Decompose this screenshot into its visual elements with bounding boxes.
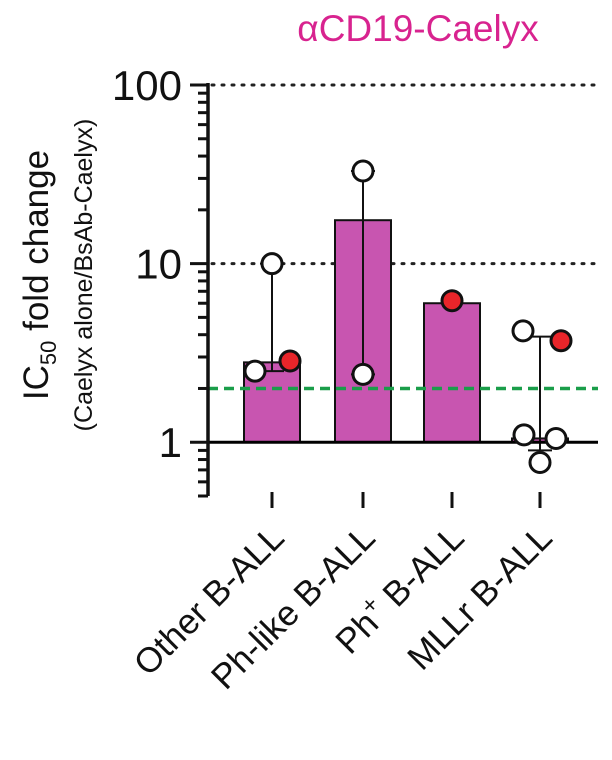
chart-title: αCD19-Caelyx — [297, 8, 539, 49]
data-point-0-0 — [260, 252, 284, 276]
bar-2 — [423, 302, 481, 444]
data-point-3-2 — [544, 426, 568, 450]
y-tick-label-100: 100 — [112, 62, 182, 109]
data-point-0-2 — [278, 349, 302, 373]
data-point-3-3 — [528, 451, 552, 475]
data-point-3-0 — [511, 319, 535, 343]
data-point-3-1 — [512, 423, 536, 447]
data-point-3-4 — [549, 329, 573, 353]
data-point-2-0 — [440, 289, 464, 313]
data-point-1-1 — [351, 362, 375, 386]
data-point-1-0 — [351, 159, 375, 183]
y-tick-label-1: 1 — [159, 419, 182, 466]
y-tick-label-10: 10 — [135, 241, 182, 288]
y-axis-label-main: IC50 fold change — [17, 149, 61, 401]
y-axis-label-secondary: (Caelyx alone/BsAb-Caelyx) — [70, 118, 98, 432]
data-point-0-1 — [243, 359, 267, 383]
